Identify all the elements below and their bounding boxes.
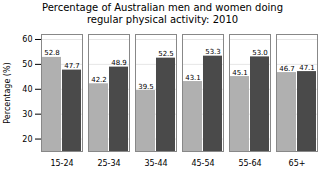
svg-text:45.1: 45.1 — [232, 69, 248, 77]
svg-text:25-34: 25-34 — [97, 159, 120, 168]
svg-text:39.5: 39.5 — [138, 83, 154, 91]
svg-text:30: 30 — [22, 110, 32, 119]
svg-text:47.7: 47.7 — [64, 62, 80, 70]
svg-text:65+: 65+ — [289, 159, 306, 168]
svg-text:35-44: 35-44 — [144, 159, 167, 168]
svg-text:47.1: 47.1 — [299, 64, 315, 72]
svg-text:43.1: 43.1 — [185, 74, 201, 82]
svg-text:48.9: 48.9 — [111, 59, 127, 67]
svg-text:45-54: 45-54 — [191, 159, 214, 168]
svg-text:53.0: 53.0 — [252, 49, 268, 57]
svg-text:40: 40 — [22, 85, 32, 94]
svg-text:46.7: 46.7 — [279, 65, 295, 73]
svg-text:52.5: 52.5 — [158, 50, 174, 58]
svg-text:55-64: 55-64 — [238, 159, 261, 168]
svg-text:53.3: 53.3 — [205, 48, 221, 56]
svg-text:20: 20 — [22, 135, 32, 144]
svg-text:15-24: 15-24 — [50, 159, 73, 168]
svg-text:Percentage (%): Percentage (%) — [3, 62, 12, 123]
svg-text:60: 60 — [22, 35, 32, 44]
svg-text:50: 50 — [22, 60, 32, 69]
svg-text:52.8: 52.8 — [44, 49, 60, 57]
html-text:Percentage of Australian men a: Percentage of Australian men and women d… — [42, 2, 283, 25]
svg-text:42.2: 42.2 — [91, 76, 107, 84]
